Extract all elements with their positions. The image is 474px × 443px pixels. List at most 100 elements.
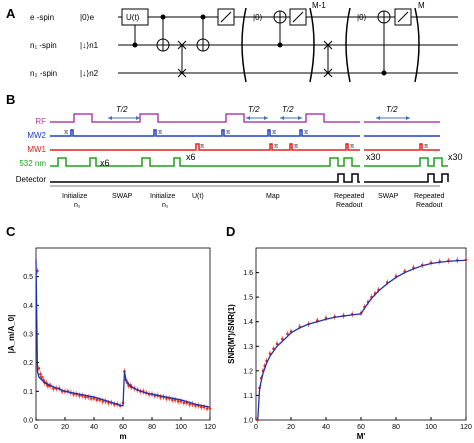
channel-label-detector: Detector (16, 175, 47, 184)
bracket-left (241, 7, 247, 83)
repeat-x30: x30 (366, 152, 381, 162)
stage-label: Readout (336, 202, 363, 209)
y-tick-label: 1.3 (243, 344, 253, 351)
svg-text:T/2: T/2 (116, 105, 128, 114)
panel-label-b: B (6, 92, 15, 107)
swap-marks (323, 40, 333, 78)
y-axis-label: |A_m/A_0| (7, 315, 16, 354)
data-point (84, 395, 87, 399)
x-axis-label: M' (357, 432, 366, 441)
y-tick-label: 0.5 (23, 274, 33, 281)
circuit-ket-e: |0⟩e (80, 13, 95, 22)
meter-icon (220, 11, 232, 23)
y-tick-label: 1.1 (243, 393, 253, 400)
circuit-ket-n2: |↓⟩n2 (80, 69, 99, 78)
circuit-label-n2: n₂ -spin (30, 69, 57, 78)
pi-label: π (200, 144, 204, 150)
pi-label: π (272, 130, 276, 136)
stage-label: Map (266, 193, 280, 200)
control-dot (277, 42, 283, 48)
stage-label: U(t) (192, 193, 204, 200)
y-tick-label: 1.6 (243, 270, 253, 277)
meter-icon (292, 11, 304, 23)
pi-label: π (350, 144, 354, 150)
pi-label: π (64, 130, 68, 136)
fit-line (35, 259, 211, 408)
x-tick-label: 40 (90, 424, 98, 431)
channel-label-532: 532 nm (19, 159, 46, 168)
y-axis-label: SNR(M')/SNR(1) (227, 304, 236, 364)
repeat-x6: x6 (100, 158, 110, 168)
data-point (208, 407, 212, 410)
data-point (286, 332, 289, 336)
pulse-sequence: RF MW2 MW1 532 nm Detector T/2 T/2 T/2 (16, 105, 463, 209)
channel-label-mw1: MW1 (27, 145, 46, 154)
y-tick-label: 1.0 (243, 418, 253, 425)
y-tick-label: 0.1 (23, 389, 33, 396)
x-tick-label: 0 (34, 424, 38, 431)
channel-label-rf: RF (35, 117, 46, 126)
bracket-right (414, 7, 420, 83)
pi-label: π (294, 144, 298, 150)
panel-label-c: C (6, 224, 16, 239)
x-tick-label: 100 (175, 424, 187, 431)
channel-label-mw2: MW2 (27, 131, 46, 140)
stage-label: SWAP (112, 193, 133, 200)
data-point (40, 375, 44, 379)
repeat-m1: M-1 (312, 1, 326, 10)
x-tick-label: 80 (148, 424, 156, 431)
stage-label: Readout (416, 202, 443, 209)
t-half-arrow: T/2 (280, 105, 302, 120)
data-point (205, 407, 209, 410)
repeat-x6: x6 (186, 152, 196, 162)
pi-label: π (274, 144, 278, 150)
x-tick-label: 80 (392, 424, 400, 431)
x-tick-label: 120 (460, 424, 472, 431)
x-tick-label: 20 (61, 424, 69, 431)
x-tick-label: 0 (254, 424, 258, 431)
rf-trace (50, 113, 440, 123)
circuit-label-e: e -spin (30, 13, 54, 22)
mw2-trace (50, 129, 440, 137)
x-tick-label: 120 (204, 424, 216, 431)
detector-trace (50, 173, 449, 183)
data-point (182, 401, 186, 405)
x-tick-label: 60 (357, 424, 365, 431)
data-point (39, 372, 42, 376)
panel-label-d: D (226, 224, 235, 239)
chart-c: 0 20 40 60 80 100 120 0.0 0.1 0.2 0.3 0.4 0.5 m |A_m/A… (7, 247, 216, 441)
chart-d: 0 20 40 60 80 100 120 1.0 1.1 1.2 1.3 1.4 1.5 1.6 M' SN… (227, 247, 472, 441)
data-point (101, 400, 104, 403)
data-point (280, 337, 284, 341)
y-tick-label: 0.0 (23, 418, 33, 425)
t-half-arrow: T/2 (108, 105, 140, 120)
y-tick-label: 1.2 (243, 368, 253, 375)
control-dot (132, 42, 138, 48)
mw1-trace (50, 143, 440, 151)
pi-label: π (226, 130, 230, 136)
data-point (89, 397, 93, 400)
x-tick-label: 60 (119, 424, 127, 431)
x-axis-label: m (119, 432, 126, 441)
y-tick-label: 0.2 (23, 360, 33, 367)
stage-label: Initialize (150, 193, 175, 200)
stage-label: n₁ (74, 202, 81, 209)
stage-label: Repeated (334, 193, 364, 200)
x-tick-label: 100 (425, 424, 437, 431)
data-point (52, 387, 55, 390)
t-half-arrow: T/2 (246, 105, 268, 120)
repeat-m: M (418, 1, 425, 10)
y-tick-label: 0.4 (23, 303, 33, 310)
bracket-right (309, 7, 315, 83)
data-point (171, 398, 174, 402)
stage-label: Initialize (62, 193, 87, 200)
pi-label: π (424, 144, 428, 150)
y-tick-label: 0.3 (23, 332, 33, 339)
stage-label: SWAP (378, 193, 399, 200)
x-tick-label: 20 (287, 424, 295, 431)
meter-icon (397, 11, 409, 23)
fit-line (257, 259, 467, 421)
bracket-left (345, 7, 351, 83)
x-tick-label: 40 (322, 424, 330, 431)
